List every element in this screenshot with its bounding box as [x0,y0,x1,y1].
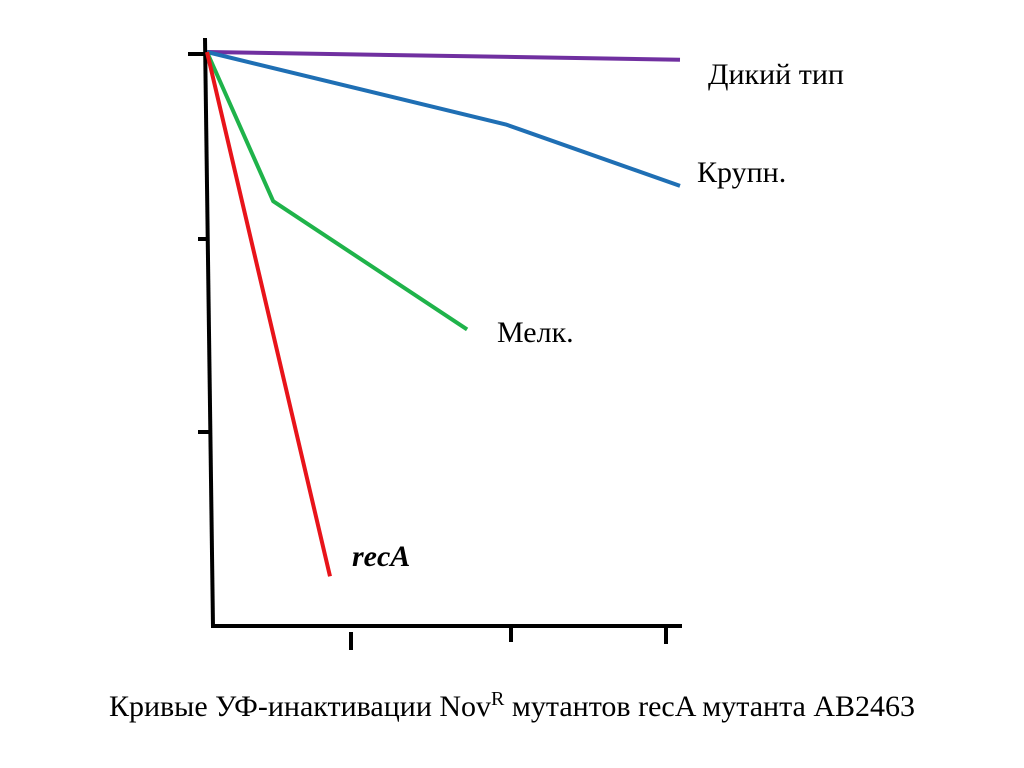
figure-caption: Кривые УФ-инактивации NovR мутантов recA… [0,688,1024,724]
series-line-reca [205,51,332,577]
series-label-wild-type: Дикий тип [708,58,844,91]
caption-part2: мутантов recA мутанта AB2463 [504,690,916,723]
series-line-large [206,50,681,188]
series-line-small [205,51,469,332]
caption-superscript: R [491,688,505,710]
series-layer [205,50,681,577]
caption-part1: Кривые УФ-инактивации Nov [108,690,492,723]
chart: Дикий тип Крупн. Мелк. recA [188,37,844,650]
series-label-large: Крупн. [697,156,786,189]
series-label-reca: recA [352,540,410,573]
series-label-small: Мелк. [497,316,574,349]
axes [188,37,682,650]
series-labels: Дикий тип Крупн. Мелк. recA [352,58,844,573]
series-line-wild-type [206,50,681,62]
y-axis [203,37,215,628]
